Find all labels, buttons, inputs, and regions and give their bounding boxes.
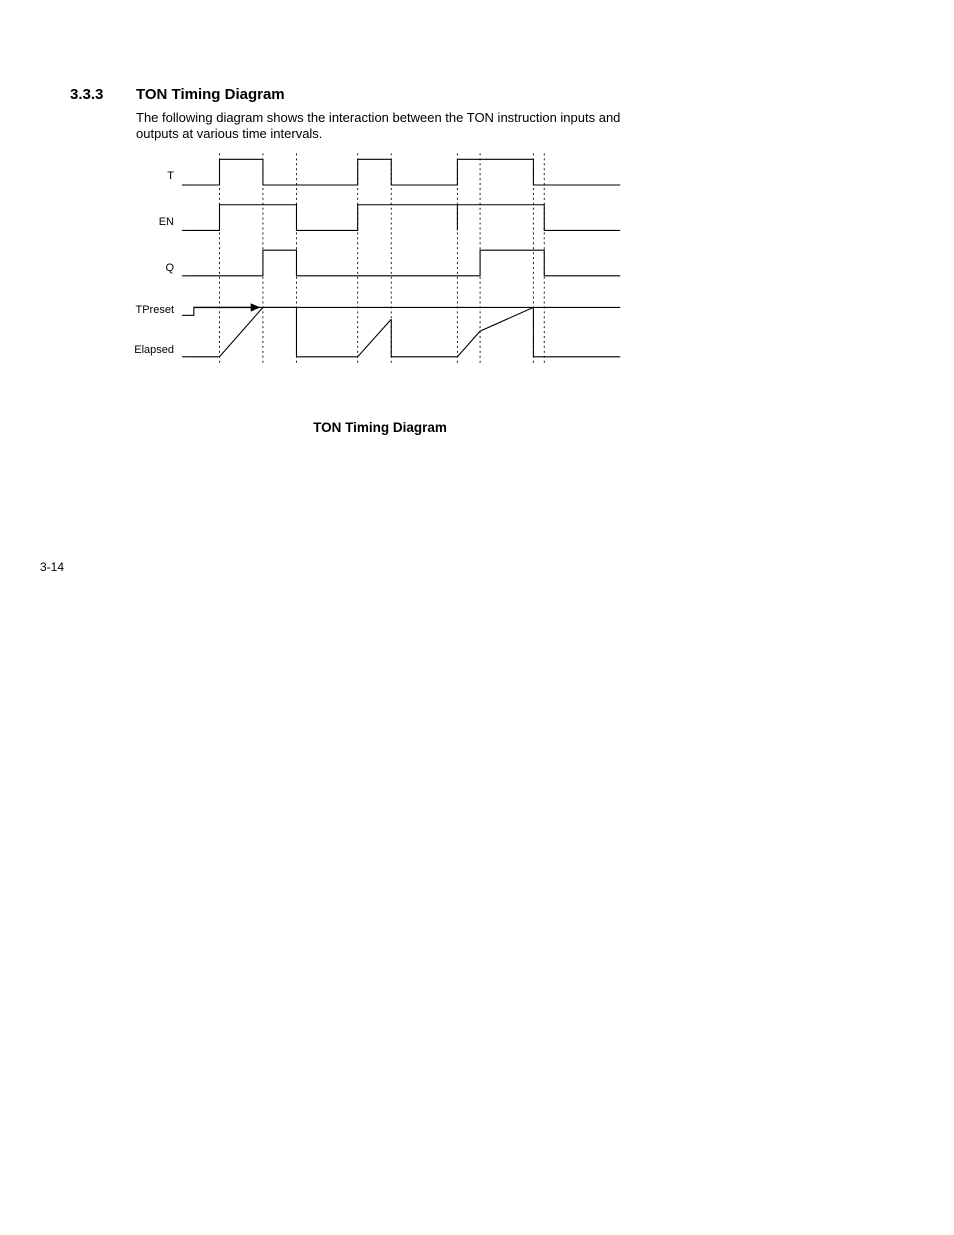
label-tpreset: TPreset <box>130 304 174 316</box>
page: 3.3.3 TON Timing Diagram The following d… <box>0 0 954 1235</box>
timing-diagram: T EN Q TPreset Elapsed <box>180 148 640 408</box>
page-number: 3-14 <box>40 560 64 574</box>
section-number: 3.3.3 <box>70 86 103 103</box>
section-title: TON Timing Diagram <box>136 86 285 103</box>
label-q: Q <box>130 262 174 274</box>
body-text: The following diagram shows the interact… <box>136 110 626 143</box>
timing-svg <box>180 148 640 378</box>
label-elapsed: Elapsed <box>130 344 174 356</box>
label-t: T <box>130 170 174 182</box>
diagram-caption: TON Timing Diagram <box>180 420 580 435</box>
label-en: EN <box>130 216 174 228</box>
